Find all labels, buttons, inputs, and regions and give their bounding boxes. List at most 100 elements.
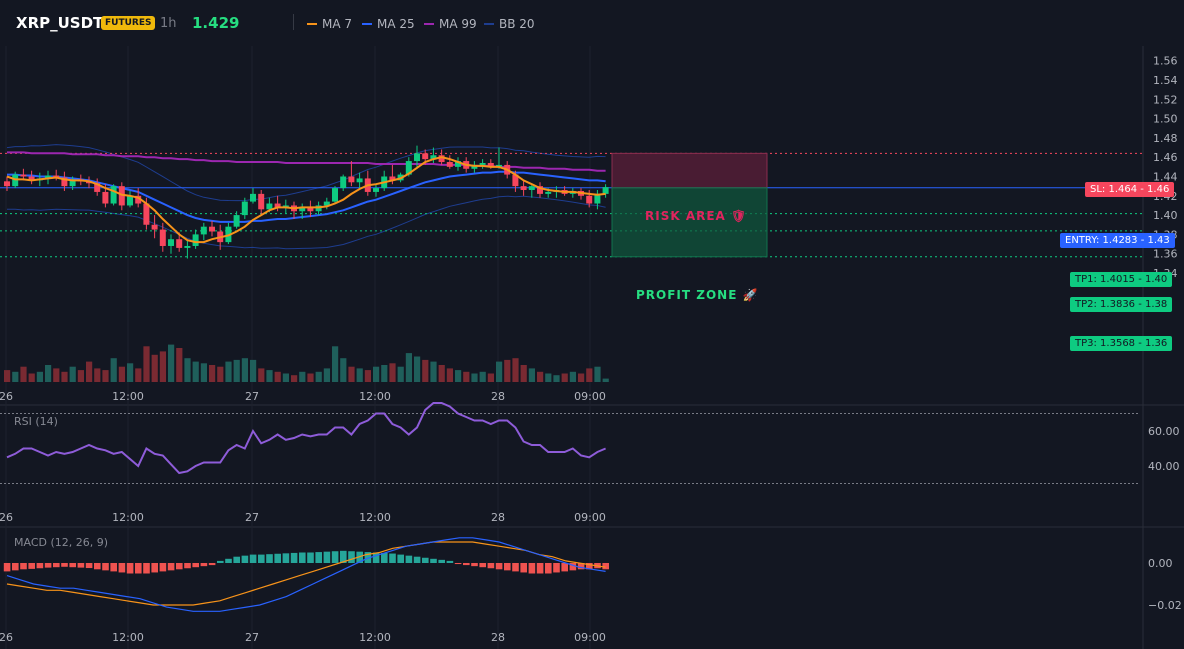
volume-bar [373, 366, 380, 382]
volume-bar [135, 368, 142, 382]
candle-body [520, 186, 527, 191]
candle-body [405, 161, 412, 175]
volume-bar [602, 378, 609, 382]
macd-histogram-bar [282, 553, 290, 563]
rsi-axis-label: 60.00 [1148, 425, 1180, 438]
volume-bar [241, 358, 248, 382]
candle-body [594, 193, 601, 204]
volume-bar [127, 363, 134, 382]
ma7-line [6, 156, 606, 244]
macd-histogram-bar [307, 552, 314, 563]
candle-body [422, 153, 429, 160]
legend-ma7[interactable]: MA 7 [307, 17, 352, 31]
volume-bar [20, 366, 27, 382]
timeframe-label[interactable]: 1h [160, 16, 177, 31]
candle-body [545, 191, 552, 194]
time-axis-label: 28 [491, 511, 505, 524]
candle-body [373, 188, 379, 192]
macd-histogram-bar [258, 554, 265, 563]
candle-body [143, 203, 150, 225]
candle-body [414, 153, 420, 162]
volume-bar [389, 363, 396, 382]
macd-histogram-bar [323, 551, 331, 563]
macd-histogram-bar [528, 563, 536, 574]
macd-histogram-bar [495, 563, 503, 570]
macd-histogram-bar [545, 563, 552, 574]
candle-body [250, 193, 256, 202]
time-axis-label: 09:00 [574, 390, 606, 403]
volume-bar [168, 344, 175, 382]
macd-histogram-bar [249, 554, 257, 563]
volume-bar [192, 361, 199, 382]
volume-bar [537, 371, 544, 382]
time-axis-label: 26 [0, 390, 13, 403]
volume-bar [578, 373, 585, 382]
macd-histogram-bar [438, 559, 445, 563]
time-axis-label: 12:00 [112, 390, 144, 403]
time-axis-label: 27 [245, 511, 259, 524]
futures-badge: FUTURES [101, 16, 156, 30]
volume-bar [496, 361, 503, 382]
bollinger-upper-line [6, 144, 606, 202]
macd-histogram-bar [266, 554, 273, 563]
legend-ma25[interactable]: MA 25 [362, 17, 415, 31]
candle-body [192, 234, 199, 246]
macd-histogram-bar [69, 563, 76, 568]
macd-histogram-bar [430, 558, 437, 563]
volume-bar [356, 368, 363, 382]
candle-body [602, 187, 609, 194]
candle-body [127, 195, 133, 206]
macd-histogram-bar [208, 563, 216, 566]
candle-body [438, 155, 445, 163]
volume-bar [414, 356, 421, 382]
time-axis-label: 12:00 [359, 631, 391, 644]
risk-area-box [611, 152, 768, 189]
time-axis-label: 09:00 [574, 511, 606, 524]
macd-histogram-bar [397, 554, 404, 563]
time-axis-label: 12:00 [359, 390, 391, 403]
volume-bar [455, 370, 462, 382]
macd-histogram-bar [315, 552, 322, 563]
price-axis-label: 1.54 [1153, 74, 1178, 87]
volume-bar [250, 359, 257, 382]
volume-bar [28, 373, 35, 382]
entry-price-tag: ENTRY: 1.4283 - 1.43 [1060, 233, 1175, 248]
candle-body [512, 174, 519, 187]
macd-histogram-bar [364, 552, 372, 563]
macd-histogram-bar [561, 563, 568, 572]
candle-body [332, 188, 338, 202]
macd-histogram-bar [413, 556, 421, 563]
candle-body [274, 203, 281, 208]
macd-histogram-bar [463, 563, 470, 566]
volume-bar [258, 368, 265, 382]
time-axis-label: 26 [0, 511, 13, 524]
symbol-name[interactable]: XRP_USDT [16, 14, 104, 32]
volume-bar [110, 358, 117, 382]
candle-body [430, 155, 437, 160]
macd-histogram-bar [290, 552, 298, 563]
macd-histogram-bar [20, 563, 27, 570]
volume-bar [340, 358, 347, 382]
legend-bb20[interactable]: BB 20 [484, 17, 535, 31]
macd-histogram-bar [274, 553, 281, 563]
volume-bar [53, 368, 60, 382]
volume-bar [315, 371, 322, 382]
candle-body [184, 245, 191, 248]
volume-bar [323, 368, 330, 382]
macd-histogram-bar [151, 563, 158, 573]
candle-body [110, 186, 117, 204]
rsi-axis-label: 40.00 [1148, 460, 1180, 473]
macd-histogram-bar [36, 563, 44, 569]
candle-body [340, 176, 347, 189]
legend-ma99[interactable]: MA 99 [424, 17, 477, 31]
price-axis-label: 1.36 [1153, 248, 1178, 261]
sl-price-tag: SL: 1.464 - 1.46 [1085, 182, 1175, 197]
legend-label: MA 7 [322, 17, 353, 31]
candle-body [20, 174, 27, 177]
candle-body [496, 164, 502, 167]
volume-bar [463, 371, 470, 382]
volume-bar [299, 371, 306, 382]
volume-bar [405, 353, 412, 382]
volume-bar [159, 351, 166, 382]
